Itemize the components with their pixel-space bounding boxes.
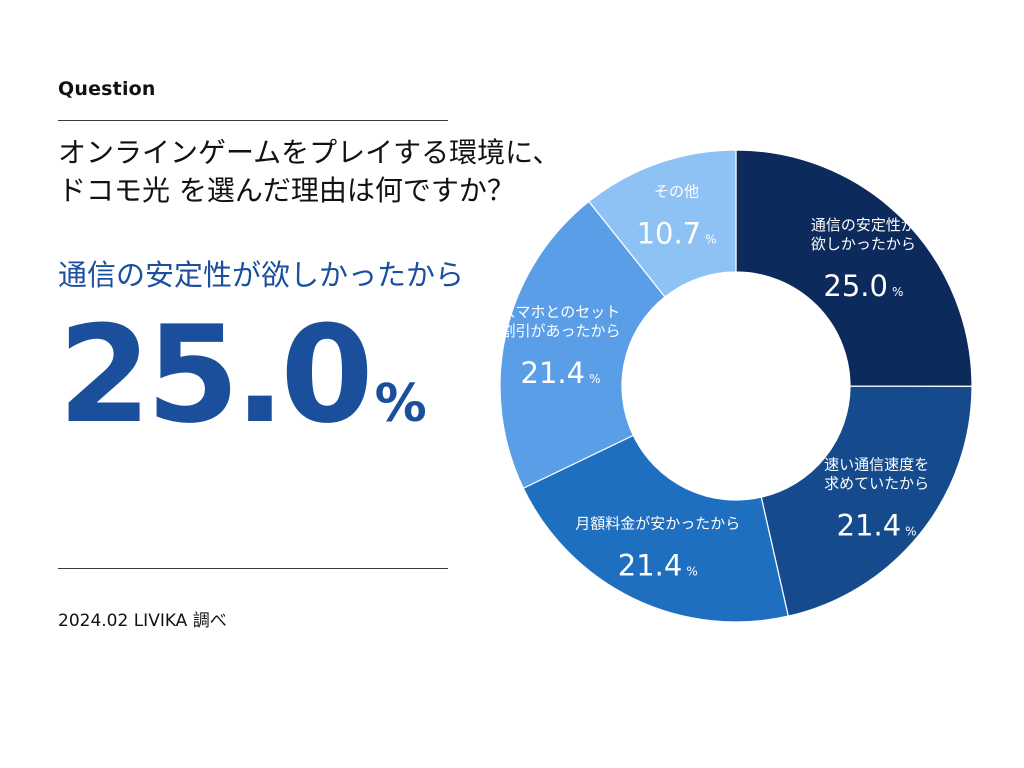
donut-slice-2 [760,385,973,617]
bottom-divider [58,568,448,569]
donut-slice-5 [588,149,737,298]
slice-label-2-line-1: 速い通信速度を [824,455,929,473]
headline-unit: % [374,374,427,434]
slice-label-1-line-2: 欲しかったから [811,235,916,253]
slice-label-4-line-2: 割引があったから [501,322,621,340]
top-divider [58,120,448,121]
slice-label-1-line-1: 通信の安定性が [811,216,916,234]
question-text: オンラインゲームをプレイする環境に、 ドコモ光 を選んだ理由は何ですか？ [58,134,618,210]
headline-label: 通信の安定性が欲しかったから [58,258,465,292]
headline-value: 25.0 [58,297,374,453]
slice-label-5-line-1: その他 [654,183,699,201]
source-note: 2024.02 LIVIKA 調べ [58,611,227,631]
question-line-2: ドコモ光 を選んだ理由は何ですか？ [58,174,515,207]
donut-slice-3 [522,434,789,623]
question-line-1: オンラインゲームをプレイする環境に、 [58,136,561,169]
slice-label-3-line-1: 月額料金が安かったから [575,515,740,533]
slice-label-4-line-1: スマホとのセット [501,303,620,321]
donut-slice-4 [499,200,666,490]
donut-slice-1 [735,149,973,387]
slice-label-2-line-2: 求めていたから [824,474,929,492]
question-label: Question [58,78,156,100]
headline-value-block: 25.0% [58,300,427,479]
